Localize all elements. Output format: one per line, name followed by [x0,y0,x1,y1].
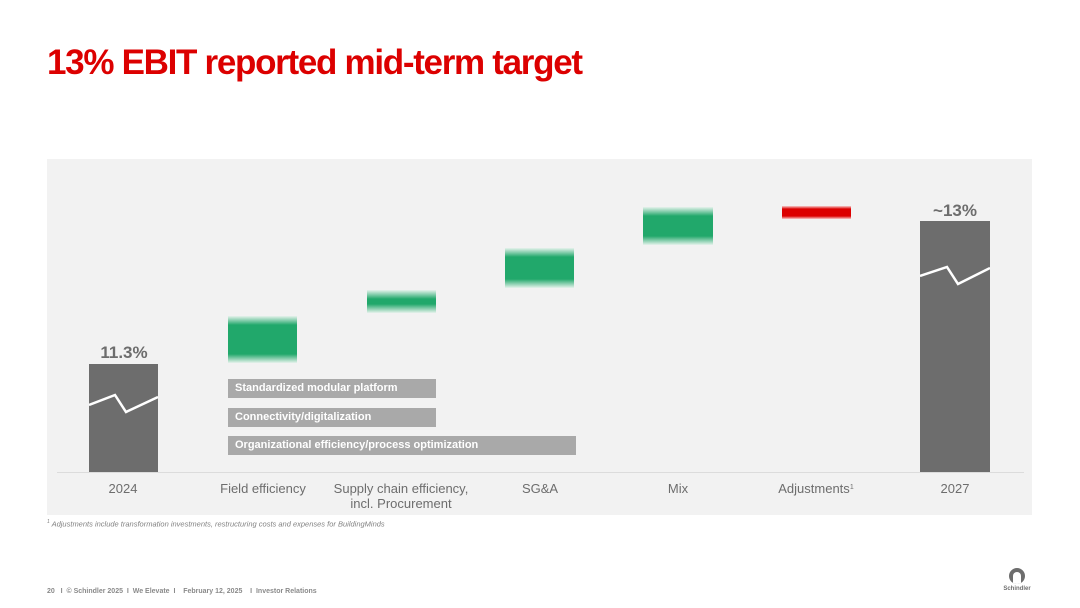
axis-break-icon [89,393,158,414]
department: Investor Relations [255,588,317,595]
chart-baseline [57,472,1024,473]
bar-sga [505,248,574,288]
bar-mix [643,207,713,245]
footnote-marker: 1 [849,484,854,491]
bar-2024 [89,364,158,472]
initiative-tag: Organizational efficiency/process optimi… [228,436,576,455]
footnote: 1 Adjustments include transformation inv… [47,519,385,529]
category-label: Mix [667,481,689,496]
chart-panel [47,159,1032,515]
category-label: Field efficiency [220,481,306,496]
copyright: © Schindler 2025 [66,588,123,595]
axis-break-icon [920,265,990,286]
tagline: We Elevate [132,588,170,595]
schindler-logo-icon [1009,568,1025,584]
value-label-2024: 11.3% [100,343,148,362]
page-title: 13% EBIT reported mid-term target [47,43,583,82]
page-number: 20 [47,588,55,595]
bar-field-efficiency [228,316,297,363]
date: February 12, 2025 [183,588,243,595]
value-label-2027: ~13% [933,201,977,220]
category-label: 2024 [108,481,138,496]
bar-supply-chain [367,290,436,313]
bar-2027 [920,221,990,472]
initiative-tag: Standardized modular platform [228,379,436,398]
category-label: 2027 [940,481,970,496]
bar-adjustments [782,206,851,219]
schindler-logo: Schindler [1003,568,1031,592]
initiative-tag: Connectivity/digitalization [228,408,436,427]
footer: 20 I © Schindler 2025 I We Elevate I Feb… [47,588,317,595]
category-label: SG&A [521,481,559,496]
category-label: Supply chain efficiency, incl. Procuremen… [333,481,469,511]
category-label: Adjustments1 [778,481,854,496]
